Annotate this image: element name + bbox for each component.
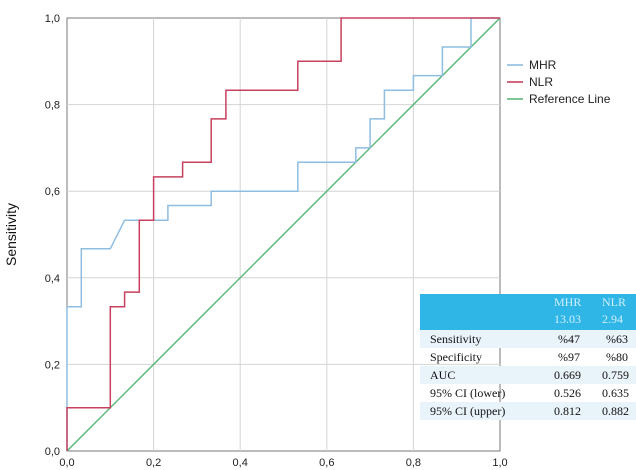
row-label: 95% CI (lower) <box>430 386 506 400</box>
cell-mhr: 0.812 <box>554 404 581 418</box>
stats-table: MHR NLR 13.03 2.94 Sensitivity %47 %63 S… <box>420 294 636 462</box>
y-tick-label: 0,0 <box>45 446 60 458</box>
cell-nlr: 0.882 <box>602 404 629 418</box>
x-tick-label: 0,6 <box>319 457 334 469</box>
y-tick-label: 0,8 <box>45 100 60 112</box>
x-tick-label: 0,4 <box>233 457 248 469</box>
row-label: Specificity <box>430 350 482 364</box>
row-label: Sensitivity <box>430 332 482 346</box>
legend-label: MHR <box>529 58 557 72</box>
cell-nlr: %80 <box>606 350 628 364</box>
y-tick-label: 0,6 <box>45 186 60 198</box>
x-tick-label: 0,8 <box>406 457 421 469</box>
y-axis-label: Sensitivity <box>3 203 19 266</box>
x-tick-label: 1,0 <box>492 457 507 469</box>
series-line-reference-line <box>66 17 501 452</box>
table-row: 95% CI (upper) 0.812 0.882 <box>420 402 636 420</box>
table-row: Specificity %97 %80 <box>420 348 636 366</box>
y-tick-label: 0,4 <box>45 273 60 285</box>
table-row: Sensitivity %47 %63 <box>420 330 636 348</box>
cutoff-mhr: 13.03 <box>554 312 581 326</box>
col-header-mhr: MHR <box>554 295 582 309</box>
series-line-mhr <box>66 17 500 451</box>
x-tick-label: 0,2 <box>146 457 161 469</box>
series-line-nlr <box>66 17 500 451</box>
stats-table-body: Sensitivity %47 %63 Specificity %97 %80 … <box>420 330 636 420</box>
row-label: 95% CI (upper) <box>430 404 506 418</box>
cell-nlr: 0.635 <box>602 386 629 400</box>
table-row: AUC 0.669 0.759 <box>420 366 636 384</box>
y-tick-label: 1,0 <box>45 13 60 25</box>
cell-mhr: %47 <box>558 332 580 346</box>
cell-nlr: 0.759 <box>602 368 629 382</box>
legend-label: NLR <box>529 75 553 89</box>
stats-table-header: MHR NLR 13.03 2.94 <box>420 294 636 330</box>
cell-nlr: %63 <box>606 332 628 346</box>
legend-label: Reference Line <box>529 92 611 106</box>
cutoff-nlr: 2.94 <box>602 312 623 326</box>
row-label: AUC <box>430 368 456 382</box>
cell-mhr: 0.669 <box>554 368 581 382</box>
table-row: 95% CI (lower) 0.526 0.635 <box>420 384 636 402</box>
y-tick-label: 0,2 <box>45 359 60 371</box>
col-header-nlr: NLR <box>602 295 626 309</box>
cell-mhr: 0.526 <box>554 386 581 400</box>
x-tick-label: 0,0 <box>59 457 74 469</box>
cell-mhr: %97 <box>558 350 580 364</box>
